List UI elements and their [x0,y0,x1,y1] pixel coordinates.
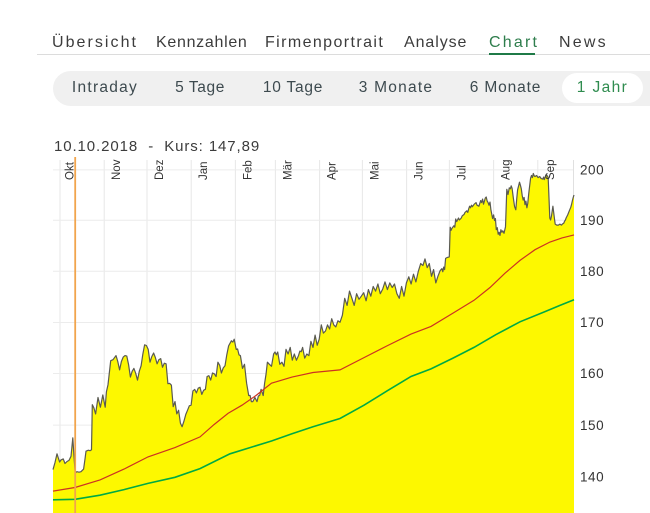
svg-text:Okt: Okt [65,161,77,180]
svg-text:150: 150 [580,418,604,433]
svg-text:190: 190 [580,213,604,228]
svg-text:170: 170 [580,315,604,330]
svg-text:Apr: Apr [327,162,339,180]
svg-text:Jun: Jun [414,161,426,180]
svg-text:Jan: Jan [198,161,210,180]
svg-text:200: 200 [580,163,604,178]
svg-text:160: 160 [580,366,604,381]
svg-text:Dez: Dez [154,159,166,180]
svg-text:Sep: Sep [545,160,557,180]
svg-text:Mai: Mai [369,161,381,180]
svg-text:Mär: Mär [282,160,294,180]
svg-text:Feb: Feb [242,160,254,180]
svg-text:Aug: Aug [501,160,513,180]
svg-text:Jul: Jul [456,165,468,180]
svg-text:140: 140 [580,470,604,485]
svg-text:180: 180 [580,264,604,279]
svg-text:Nov: Nov [111,159,123,180]
